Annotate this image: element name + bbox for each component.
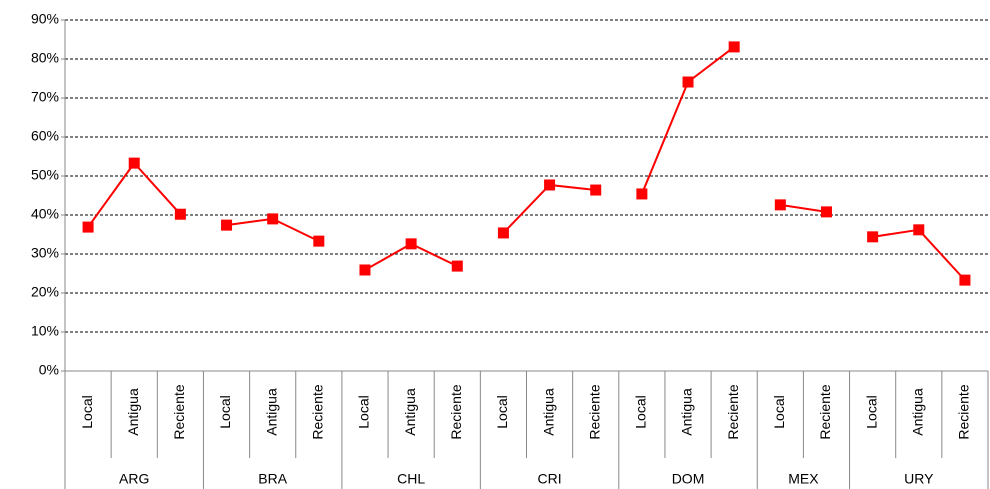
marker	[174, 208, 186, 220]
x-tick-label: Local	[863, 395, 879, 428]
x-tick-label: Reciente	[448, 384, 464, 439]
group-label: ARG	[119, 471, 149, 487]
marker	[313, 235, 325, 247]
group-label: URY	[904, 471, 934, 487]
marker	[590, 184, 602, 196]
x-tick-label: Reciente	[817, 384, 833, 439]
x-tick-label: Local	[217, 395, 233, 428]
group-label: MEX	[788, 471, 819, 487]
x-tick-label: Antigua	[540, 388, 556, 436]
marker	[774, 199, 786, 211]
y-tick-label: 60%	[31, 128, 59, 144]
y-tick-label: 10%	[31, 323, 59, 339]
y-tick-label: 70%	[31, 89, 59, 105]
x-tick-label: Reciente	[586, 384, 602, 439]
marker	[267, 213, 279, 225]
marker	[497, 227, 509, 239]
marker	[544, 179, 556, 191]
marker	[128, 157, 140, 169]
line	[640, 46, 735, 195]
marker	[820, 206, 832, 218]
group-label: BRA	[258, 471, 287, 487]
marker	[221, 219, 233, 231]
line	[780, 203, 827, 213]
x-tick-label: Local	[79, 395, 95, 428]
y-tick-label: 40%	[31, 206, 59, 222]
x-tick-label: Local	[771, 395, 787, 428]
line	[87, 161, 182, 228]
x-tick-label: Antigua	[402, 388, 418, 436]
group-label: DOM	[672, 471, 705, 487]
marker	[636, 188, 648, 200]
y-tick-label: 50%	[31, 167, 59, 183]
x-tick-label: Local	[633, 395, 649, 428]
marker	[959, 274, 971, 286]
x-tick-label: Reciente	[725, 384, 741, 439]
marker	[728, 41, 740, 53]
marker	[913, 224, 925, 236]
x-tick-label: Reciente	[171, 384, 187, 439]
x-tick-label: Antigua	[679, 388, 695, 436]
x-tick-label: Antigua	[263, 388, 279, 436]
y-tick-label: 0%	[39, 362, 59, 378]
x-tick-label: Local	[356, 395, 372, 428]
x-tick-label: Antigua	[125, 388, 141, 436]
group-label: CRI	[538, 471, 562, 487]
x-tick-label: Reciente	[956, 384, 972, 439]
marker	[405, 238, 417, 250]
y-tick-label: 80%	[31, 50, 59, 66]
marker	[682, 76, 694, 88]
marker	[867, 231, 879, 243]
y-tick-label: 90%	[31, 11, 59, 27]
x-tick-label: Local	[494, 395, 510, 428]
marker	[359, 264, 371, 276]
x-tick-label: Reciente	[310, 384, 326, 439]
marker	[451, 260, 463, 272]
marker	[82, 221, 94, 233]
y-tick-label: 20%	[31, 284, 59, 300]
line	[872, 228, 966, 281]
group-label: CHL	[397, 471, 425, 487]
x-tick-label: Antigua	[909, 388, 925, 436]
y-tick-label: 30%	[31, 245, 59, 261]
line	[502, 183, 596, 234]
